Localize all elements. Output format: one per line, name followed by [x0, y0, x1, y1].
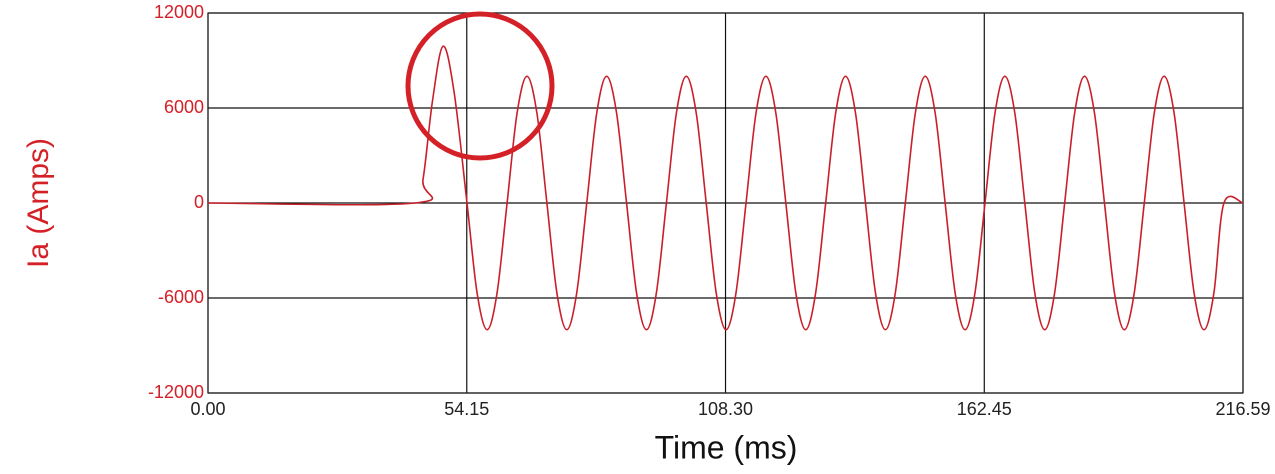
- y-tick-label: 0: [194, 192, 204, 212]
- y-tick-label: -12000: [148, 382, 204, 402]
- highlight-circle: [405, 11, 555, 161]
- x-tick-label: 108.30: [698, 399, 753, 419]
- waveform-line: [207, 45, 1244, 331]
- x-tick-label: 162.45: [957, 399, 1012, 419]
- y-tick-label: 12000: [154, 2, 204, 22]
- y-tick-label: 6000: [164, 97, 204, 117]
- x-axis-label: Time (ms): [655, 429, 798, 465]
- x-tick-label: 54.15: [444, 399, 489, 419]
- x-tick-label: 216.59: [1215, 399, 1270, 419]
- x-tick-label: 0.00: [190, 399, 225, 419]
- y-axis-label: Ia (Amps): [22, 138, 55, 268]
- y-tick-label: -6000: [158, 287, 204, 307]
